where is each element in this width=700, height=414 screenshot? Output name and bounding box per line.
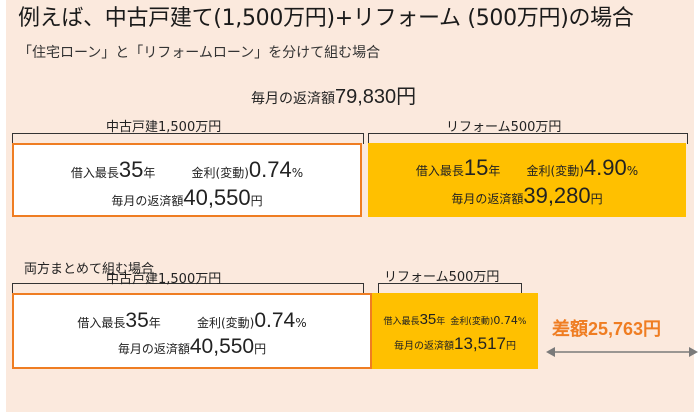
payment-label: 毎月の返済額: [451, 192, 524, 206]
term-value: 35: [118, 157, 144, 182]
total-payment-label: 毎月の返済額: [251, 91, 335, 107]
rate-value: 0.74: [493, 314, 518, 327]
payment-unit: 円: [590, 192, 603, 206]
house-heading-combined: 中古戸建1,500万円: [106, 272, 222, 287]
payment-value: 39,280: [523, 183, 591, 208]
house-heading: 中古戸建1,500万円: [106, 120, 222, 135]
term-unit: 年: [148, 316, 161, 330]
term-value: 35: [125, 309, 149, 332]
double-arrow-icon: [546, 347, 698, 357]
payment-unit: 円: [254, 342, 267, 356]
term-unit: 年: [436, 317, 446, 327]
difference-amount: 差額25,763円: [552, 319, 662, 339]
rate-value: 0.74: [254, 309, 296, 332]
bracket-house-combined: [12, 283, 364, 294]
term-unit: 年: [143, 166, 156, 180]
reform-loan-payment-combined: 毎月の返済額13,517円: [372, 334, 538, 354]
bracket-house: [12, 133, 364, 144]
reform-loan-box-combined: 借入最長35年 金利(変動)0.74% 毎月の返済額13,517円: [372, 293, 538, 369]
rate-unit: %: [517, 317, 527, 327]
rate-unit: %: [295, 316, 307, 330]
rate-unit: %: [291, 166, 304, 180]
term-label: 借入最長: [77, 316, 126, 330]
reform-loan-box: 借入最長15年 金利(変動)4.90% 毎月の返済額39,280円: [368, 143, 686, 217]
slide: 例えば、中古戸建て(1,500万円)+リフォーム (500万円)の場合 「住宅ロ…: [6, 0, 698, 412]
section-heading-combined: 両方まとめて組む場合: [24, 262, 155, 277]
payment-label: 毎月の返済額: [394, 341, 454, 352]
rate-label: 金利(変動): [450, 317, 494, 327]
rate-label: 金利(変動): [526, 164, 584, 178]
rate-label: 金利(変動): [196, 316, 255, 330]
house-loan-terms: 借入最長35年 金利(変動)0.74%: [14, 157, 360, 183]
house-loan-payment-combined: 毎月の返済額40,550円: [14, 335, 370, 359]
house-loan-box: 借入最長35年 金利(変動)0.74% 毎月の返済額40,550円: [12, 143, 362, 217]
rate-value: 0.74: [248, 157, 292, 182]
rate-value: 4.90: [583, 155, 627, 180]
term-value: 35: [419, 311, 437, 328]
term-value: 15: [463, 155, 489, 180]
bracket-reform-combined: [378, 283, 522, 294]
payment-label: 毎月の返済額: [111, 194, 184, 208]
term-unit: 年: [488, 164, 501, 178]
bracket-reform: [368, 133, 688, 144]
rate-label: 金利(変動): [191, 166, 249, 180]
total-payment-value: 79,830円: [335, 86, 417, 108]
term-label: 借入最長: [70, 166, 119, 180]
slide-title: 例えば、中古戸建て(1,500万円)+リフォーム (500万円)の場合: [18, 6, 634, 31]
payment-value: 13,517: [454, 334, 506, 353]
house-loan-payment: 毎月の返済額40,550円: [14, 185, 360, 211]
reform-loan-terms-combined: 借入最長35年 金利(変動)0.74%: [372, 309, 538, 328]
payment-value: 40,550: [189, 335, 255, 358]
section-heading-separate: 「住宅ローン」と「リフォームローン」を分けて組む場合: [18, 45, 381, 61]
reform-loan-terms: 借入最長15年 金利(変動)4.90%: [368, 155, 686, 181]
term-label: 借入最長: [383, 317, 420, 327]
reform-heading-combined: リフォーム500万円: [384, 270, 500, 285]
house-loan-box-combined: 借入最長35年 金利(変動)0.74% 毎月の返済額40,550円: [12, 293, 372, 369]
rate-unit: %: [626, 164, 639, 178]
term-label: 借入最長: [415, 164, 464, 178]
reform-heading: リフォーム500万円: [446, 120, 562, 135]
total-payment: 毎月の返済額79,830円: [251, 80, 416, 109]
reform-loan-payment: 毎月の返済額39,280円: [368, 183, 686, 209]
payment-label: 毎月の返済額: [117, 342, 190, 356]
payment-unit: 円: [506, 341, 516, 352]
payment-value: 40,550: [183, 185, 251, 210]
house-loan-terms-combined: 借入最長35年 金利(変動)0.74%: [14, 309, 370, 333]
payment-unit: 円: [250, 194, 263, 208]
